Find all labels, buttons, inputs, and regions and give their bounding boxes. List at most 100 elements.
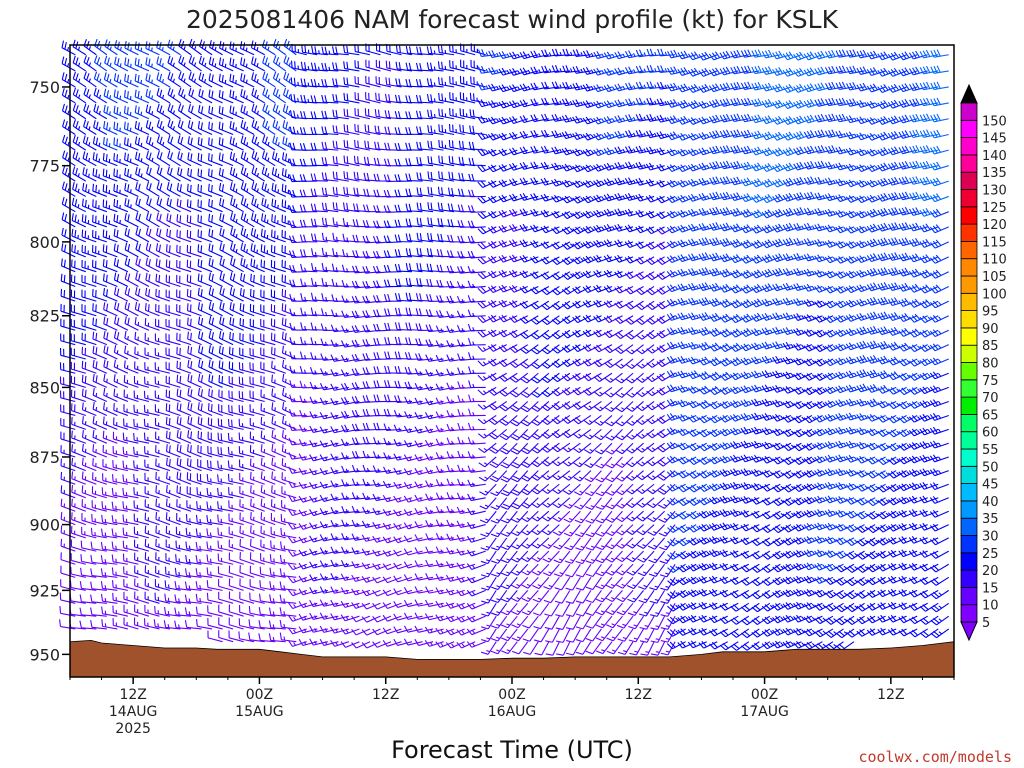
wind-barb	[176, 289, 192, 302]
wind-barb	[70, 289, 86, 302]
wind-barb	[70, 566, 86, 578]
wind-barb	[175, 526, 192, 539]
colorbar-swatch	[960, 258, 978, 277]
wind-barb	[113, 257, 129, 273]
wind-barb	[111, 541, 128, 552]
wind-barb	[135, 287, 150, 302]
wind-barb	[92, 458, 108, 472]
wind-barb	[134, 151, 150, 167]
wind-barb	[197, 168, 213, 182]
wind-barb	[111, 580, 128, 591]
wind-barb	[113, 345, 129, 360]
wind-barb	[165, 416, 181, 430]
wind-barb	[61, 227, 76, 243]
y-tick-label: 950	[29, 645, 60, 664]
wind-barb	[145, 242, 160, 258]
wind-barb	[92, 168, 108, 182]
wind-barb	[60, 498, 76, 512]
wind-barb	[198, 55, 213, 72]
wind-barb	[122, 501, 139, 512]
wind-barb	[72, 55, 87, 72]
wind-barb	[71, 259, 86, 273]
colorbar-label: 20	[982, 564, 999, 579]
wind-barb	[92, 214, 108, 228]
wind-barb	[81, 430, 97, 444]
wind-barb	[166, 471, 181, 485]
wind-barb	[103, 359, 118, 374]
wind-barb	[122, 487, 139, 499]
wind-barb	[102, 137, 118, 151]
wind-barb	[71, 228, 86, 243]
wind-barb	[72, 182, 87, 197]
wind-barb	[91, 500, 107, 512]
wind-barb	[70, 333, 86, 346]
wind-barbs	[59, 38, 950, 656]
wind-barb	[122, 527, 139, 539]
wind-barb	[81, 485, 97, 499]
colorbar-label: 115	[982, 235, 1007, 250]
wind-barb	[134, 361, 150, 374]
wind-barb	[144, 591, 160, 604]
wind-barb	[81, 513, 97, 526]
wind-barb	[155, 512, 171, 526]
wind-barb	[166, 457, 181, 472]
wind-barb	[123, 389, 139, 402]
wind-barb	[113, 228, 129, 243]
wind-barb	[145, 88, 160, 104]
wind-barb	[174, 581, 192, 591]
colorbar-swatch	[960, 379, 978, 398]
wind-barb	[60, 333, 76, 346]
wind-barb	[124, 345, 139, 360]
colorbar-swatch	[960, 413, 978, 433]
wind-barb	[122, 540, 139, 552]
wind-barb	[102, 473, 118, 485]
wind-barb	[186, 472, 202, 485]
wind-barb	[60, 512, 76, 526]
colorbar-label: 55	[982, 443, 999, 458]
wind-barb	[82, 151, 97, 167]
wind-barb	[113, 168, 129, 182]
wind-barb	[103, 72, 118, 88]
wind-barb	[165, 553, 181, 565]
wind-barb	[81, 416, 97, 430]
wind-barb	[113, 198, 129, 213]
wind-barb	[155, 525, 171, 539]
wind-barb	[144, 347, 160, 360]
wind-barb	[81, 332, 97, 346]
wind-barb	[197, 244, 213, 258]
wind-barb	[100, 593, 118, 604]
wind-barb	[197, 258, 213, 273]
wind-barb	[60, 303, 76, 317]
wind-barb	[187, 183, 202, 197]
wind-barb	[92, 317, 108, 331]
wind-barb	[122, 514, 139, 526]
wind-barb	[62, 119, 76, 135]
wind-barb	[144, 552, 160, 565]
wind-barb	[124, 330, 139, 346]
wind-barb	[122, 460, 139, 472]
wind-barb	[113, 388, 129, 402]
colorbar-label: 120	[982, 218, 1007, 233]
wind-barb	[133, 432, 150, 444]
wind-barb	[165, 525, 181, 539]
wind-barb	[71, 444, 86, 458]
wind-barb	[165, 244, 181, 258]
wind-barb	[111, 515, 128, 526]
wind-barb	[186, 486, 202, 499]
wind-barb	[93, 71, 108, 88]
wind-barb	[92, 152, 108, 167]
wind-barb	[154, 592, 171, 604]
wind-barb	[145, 104, 160, 120]
wind-barb	[70, 304, 86, 317]
wind-barb	[156, 119, 171, 135]
wind-barb	[112, 431, 129, 444]
wind-barb	[111, 567, 128, 578]
wind-barb	[113, 105, 129, 120]
wind-barb	[134, 565, 150, 578]
wind-barb	[83, 55, 97, 72]
wind-barb	[146, 181, 160, 197]
colorbar-label: 80	[982, 357, 999, 372]
wind-barb	[111, 474, 128, 485]
wind-barb	[113, 137, 129, 151]
wind-barb	[113, 330, 129, 346]
